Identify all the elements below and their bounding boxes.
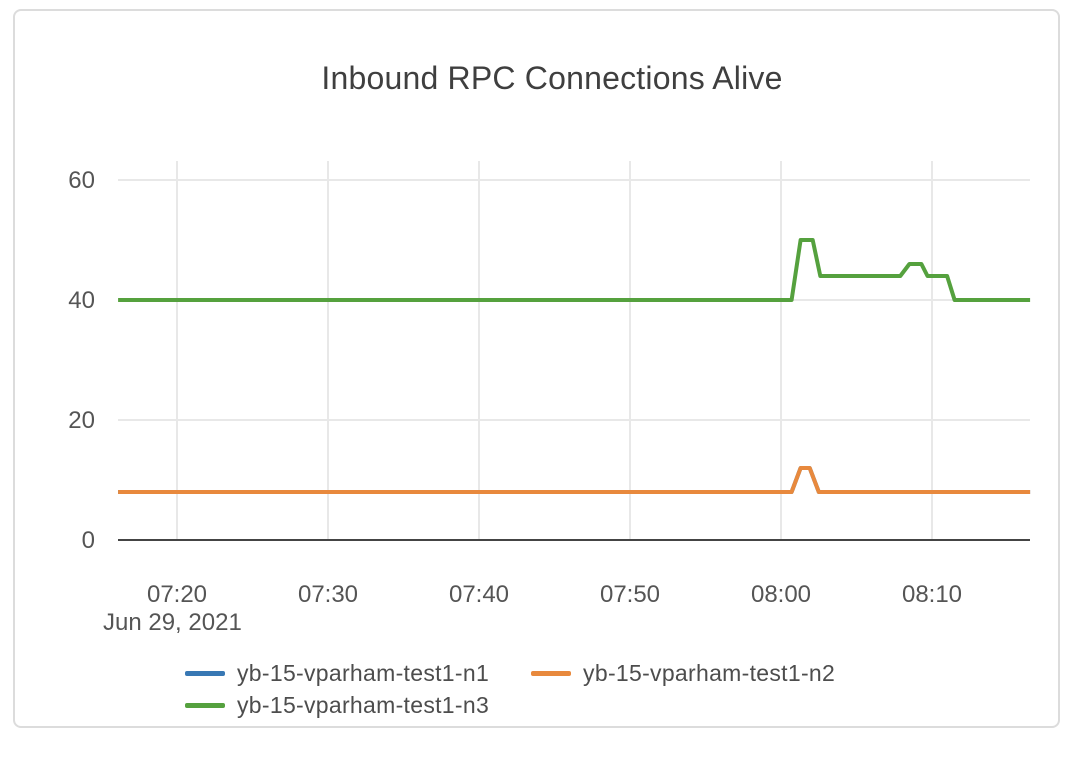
legend-label-n1: yb-15-vparham-test1-n1	[237, 659, 490, 686]
chart-title: Inbound RPC Connections Alive	[321, 60, 783, 96]
legend-label-n2: yb-15-vparham-test1-n2	[583, 659, 836, 686]
x-tick-label: 08:00	[751, 581, 811, 608]
series-line-yb-15-vparham-test1-n3[interactable]	[118, 238, 1031, 302]
y-tick-label: 60	[68, 167, 95, 194]
series-line-yb-15-vparham-test1-n2[interactable]	[118, 466, 1031, 494]
chart-surface[interactable]: 0 20 40 60 07:20 07:30 07:40 07:50 08:00 08:10 Jun…	[15, 11, 1074, 761]
x-tick-label: 07:30	[298, 581, 358, 608]
legend-label-n3: yb-15-vparham-test1-n3	[237, 691, 490, 718]
x-tick-label: 08:10	[902, 581, 962, 608]
legend: yb-15-vparham-test1-n1 yb-15-vparham-tes…	[185, 660, 945, 718]
legend-swatch-n3	[185, 702, 225, 708]
x-tick-label: 07:20	[147, 581, 207, 608]
x-tick-label: 07:50	[600, 581, 660, 608]
legend-swatch-n1	[185, 670, 225, 676]
legend-entry-n3[interactable]: yb-15-vparham-test1-n3	[185, 692, 489, 718]
y-tick-label: 20	[68, 407, 95, 434]
y-tick-label: 40	[68, 287, 95, 314]
chart-card: Inbound RPC Connections Alive 0 20 40 60 07:…	[13, 9, 1060, 728]
legend-entry-n1[interactable]: yb-15-vparham-test1-n1	[185, 660, 489, 686]
legend-swatch-n2	[531, 670, 572, 676]
series-line-yb-15-vparham-test1-n1[interactable]	[118, 466, 1031, 494]
x-axis-date-label: Jun 29, 2021	[103, 609, 242, 636]
y-tick-label: 0	[82, 527, 95, 554]
legend-entry-n2[interactable]: yb-15-vparham-test1-n2	[531, 660, 835, 686]
x-tick-label: 07:40	[449, 581, 509, 608]
